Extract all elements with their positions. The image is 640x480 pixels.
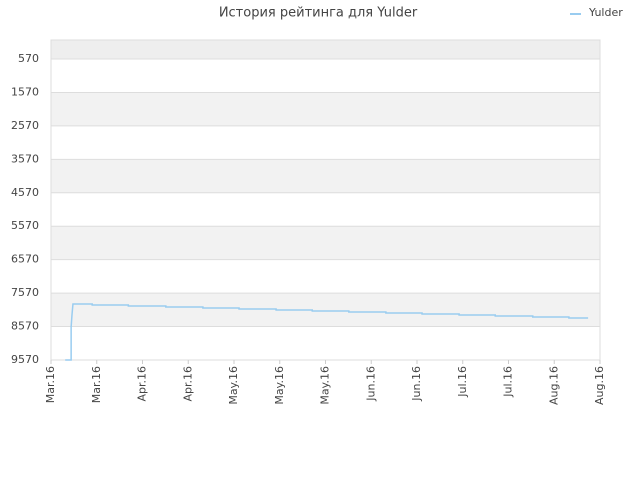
grid-band <box>51 192 600 227</box>
series-line <box>65 303 589 361</box>
y-tick-label: 6570 <box>11 253 39 266</box>
x-tick-label: Jul.16 <box>502 366 515 398</box>
y-tick-label: 1570 <box>11 85 39 98</box>
x-tick-label: Jun.16 <box>410 366 423 402</box>
y-tick-label: 7570 <box>11 286 39 299</box>
grid-band <box>51 259 600 294</box>
y-tick-label: 2570 <box>11 119 39 132</box>
x-tick-label: Apr.16 <box>181 366 194 402</box>
grid-band <box>51 226 600 260</box>
x-tick-label: Mar.16 <box>44 366 57 403</box>
grid-band <box>51 125 600 160</box>
y-tick-label: 5570 <box>11 219 39 232</box>
x-tick-label: May.16 <box>273 366 286 405</box>
grid-band <box>51 293 600 327</box>
x-tick-label: Aug.16 <box>547 366 560 405</box>
chart-title: История рейтинга для Yulder <box>219 6 418 21</box>
x-tick-label: Jun.16 <box>364 366 377 402</box>
y-tick-label: 8570 <box>11 320 39 333</box>
x-tick-label: Jul.16 <box>456 366 469 398</box>
x-tick-label: Apr.16 <box>136 366 149 402</box>
x-tick-label: May.16 <box>319 366 332 405</box>
x-tick-label: Aug.16 <box>593 366 606 405</box>
y-tick-label: 4570 <box>11 186 39 199</box>
grid-band <box>51 92 600 126</box>
grid-band <box>51 40 600 60</box>
grid-band <box>51 326 600 360</box>
x-tick-label: Mar.16 <box>90 366 103 403</box>
y-tick-label: 3570 <box>11 152 39 165</box>
grid-band <box>51 59 600 93</box>
y-tick-label: 9570 <box>11 353 39 366</box>
x-tick-label: May.16 <box>227 366 240 405</box>
grid-band <box>51 159 600 193</box>
legend-label: Yulder <box>588 6 623 19</box>
y-tick-label: 570 <box>18 52 39 65</box>
